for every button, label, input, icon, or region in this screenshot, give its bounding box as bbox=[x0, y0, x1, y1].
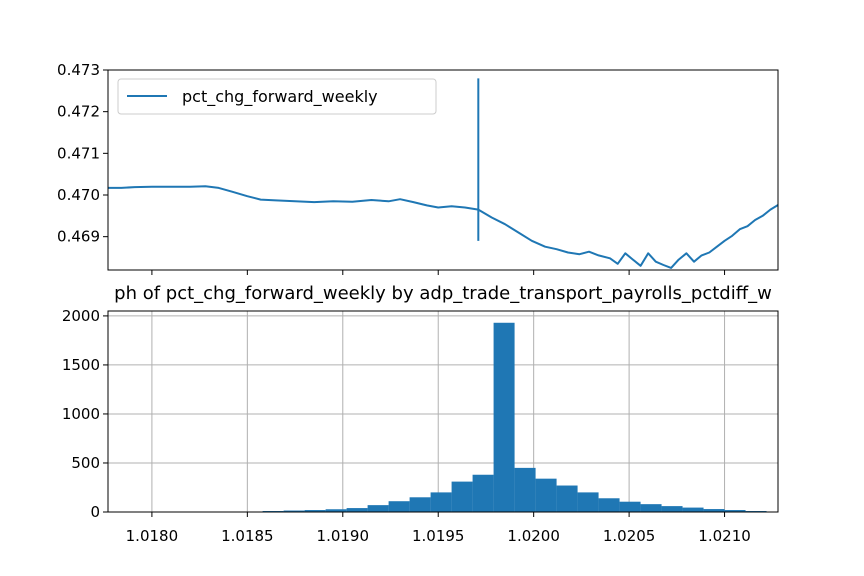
x-tick-label: 1.0190 bbox=[317, 527, 370, 545]
histogram-bar bbox=[535, 478, 557, 512]
histogram-bar bbox=[430, 492, 452, 512]
y-tick-label: 1500 bbox=[62, 356, 100, 374]
legend-box bbox=[117, 78, 437, 115]
legend-label: pct_chg_forward_weekly bbox=[182, 87, 378, 107]
histogram-bar bbox=[367, 505, 389, 512]
y-tick-label: 0 bbox=[90, 503, 100, 521]
x-tick-label: 1.0200 bbox=[507, 527, 560, 545]
histogram-panel: ph of pct_chg_forward_weekly by adp_trad… bbox=[62, 283, 779, 545]
histogram-bar bbox=[703, 509, 725, 512]
histogram-bar bbox=[388, 501, 410, 512]
y-tick-label: 0.471 bbox=[57, 144, 100, 162]
y-tick-label: 0.473 bbox=[57, 61, 100, 79]
y-tick-label: 500 bbox=[71, 454, 100, 472]
y-tick-label: 2000 bbox=[62, 307, 100, 325]
x-tick-label: 1.0180 bbox=[126, 527, 179, 545]
histogram-bar bbox=[472, 474, 494, 512]
y-tick-label: 0.472 bbox=[57, 103, 100, 121]
histogram-bar bbox=[346, 508, 368, 512]
x-tick-label: 1.0195 bbox=[412, 527, 465, 545]
histogram-bar bbox=[304, 510, 326, 512]
y-tick-label: 0.469 bbox=[57, 228, 100, 246]
x-tick-label: 1.0185 bbox=[221, 527, 274, 545]
histogram-frame bbox=[107, 310, 779, 513]
line-chart-panel: 0.469 0.470 0.471 0.472 0.473 pct_chg_forwar… bbox=[57, 61, 779, 275]
series-line bbox=[108, 185, 779, 269]
histogram-bar bbox=[682, 507, 704, 512]
histogram-title: ph of pct_chg_forward_weekly by adp_trad… bbox=[114, 283, 772, 304]
histogram-bar bbox=[409, 497, 431, 512]
histogram-bar bbox=[325, 509, 347, 512]
histogram-bar bbox=[556, 485, 578, 512]
y-tick-label: 1000 bbox=[62, 405, 100, 423]
histogram-bar bbox=[598, 498, 620, 512]
x-tick-label: 1.0210 bbox=[698, 527, 751, 545]
histogram-bar bbox=[724, 510, 746, 512]
x-tick-label: 1.0205 bbox=[603, 527, 656, 545]
histogram-bar bbox=[493, 322, 515, 512]
histogram-bar bbox=[577, 492, 599, 512]
histogram-bar bbox=[514, 467, 536, 512]
histogram-bar bbox=[283, 510, 305, 512]
legend: pct_chg_forward_weekly bbox=[117, 78, 437, 115]
y-tick-label: 0.470 bbox=[57, 186, 100, 204]
histogram-bar bbox=[640, 504, 662, 512]
histogram-bar bbox=[451, 481, 473, 512]
histogram-bar bbox=[661, 506, 683, 512]
line-chart-frame bbox=[107, 69, 779, 271]
histogram-bar bbox=[619, 501, 641, 512]
